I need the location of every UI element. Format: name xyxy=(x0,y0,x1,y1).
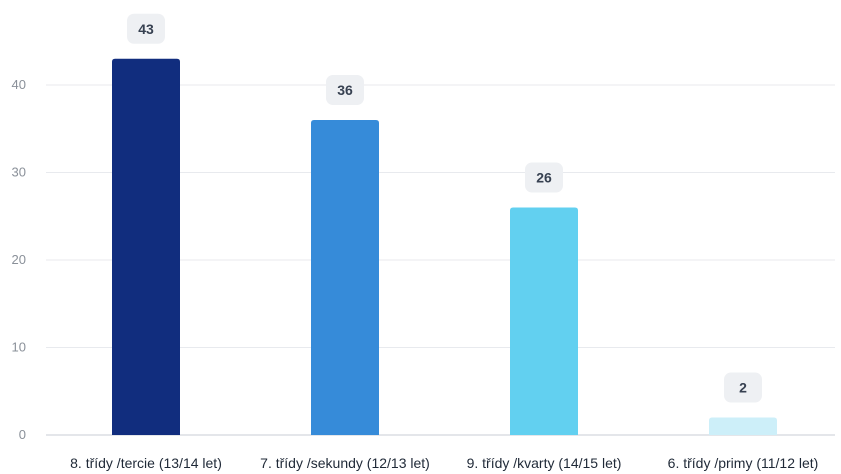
value-badge xyxy=(724,372,762,403)
data-label: 36 xyxy=(337,82,353,98)
value-labels: 43 36 26 2 xyxy=(127,13,762,403)
data-label: 26 xyxy=(536,170,552,186)
data-label: 43 xyxy=(138,21,154,37)
x-tick-label: 7. třídy /sekundy (12/13 let) xyxy=(260,455,430,471)
x-tick-label: 8. třídy /tercie (13/14 let) xyxy=(70,455,222,471)
data-label: 2 xyxy=(739,380,747,396)
y-tick-label: 10 xyxy=(12,340,26,355)
y-tick-label: 20 xyxy=(12,252,26,267)
bar[interactable] xyxy=(112,58,180,435)
x-axis-labels: 8. třídy /tercie (13/14 let) 7. třídy /se… xyxy=(70,455,818,471)
bar[interactable] xyxy=(311,120,379,435)
y-tick-label: 0 xyxy=(19,427,26,442)
bar[interactable] xyxy=(709,417,777,436)
y-axis-ticks: 0 10 20 30 40 xyxy=(12,77,26,442)
value-badge xyxy=(525,162,563,193)
value-badge xyxy=(326,75,364,105)
y-tick-label: 30 xyxy=(12,165,26,180)
bars xyxy=(112,58,777,436)
value-badge xyxy=(127,13,165,44)
bar[interactable] xyxy=(510,207,578,436)
x-tick-label: 9. třídy /kvarty (14/15 let) xyxy=(467,455,622,471)
x-tick-label: 6. třídy /primy (11/12 let) xyxy=(668,455,819,471)
y-tick-label: 40 xyxy=(12,77,26,92)
